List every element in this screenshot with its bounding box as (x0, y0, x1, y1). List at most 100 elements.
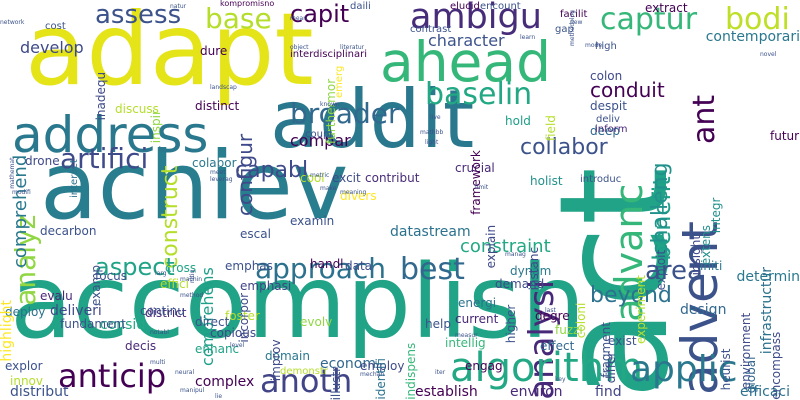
cloud-word: intellig (445, 336, 486, 350)
cloud-word: object (290, 44, 309, 51)
cloud-word: improv (269, 339, 283, 382)
cloud-word: limit (475, 184, 489, 191)
cloud-word: colabor (192, 156, 237, 170)
cloud-word: elucid (450, 1, 480, 12)
cloud-word: compar (290, 131, 351, 150)
cloud-word: holist (530, 174, 563, 188)
cloud-word: deploy (5, 305, 46, 319)
cloud-word: new (570, 19, 583, 26)
cloud-word: address (12, 106, 209, 164)
cloud-word: engag (465, 359, 503, 373)
cloud-word: lie (215, 393, 223, 400)
cloud-word: divers (340, 189, 377, 203)
cloud-word: broader (290, 97, 400, 130)
cloud-word: approach (255, 252, 387, 285)
cloud-word: demand (495, 277, 545, 291)
cloud-word: construct (158, 165, 183, 269)
cloud-word: identifi (374, 358, 388, 400)
cloud-word: method (180, 292, 204, 299)
cloud-word: differ (604, 351, 618, 384)
cloud-word: current (455, 312, 499, 326)
cloud-word: collabor (520, 135, 608, 160)
cloud-word: last (545, 307, 556, 314)
cloud-word: iter (435, 369, 446, 376)
cloud-word: methodolog (569, 10, 576, 46)
cloud-word: natur (170, 3, 187, 10)
cloud-word: known (320, 101, 340, 108)
cloud-word: discuss (115, 102, 159, 116)
cloud-word: evalu (40, 289, 73, 303)
cloud-word: illustr (329, 366, 343, 400)
cloud-word: foster (225, 309, 260, 323)
cloud-word: colon (590, 69, 623, 83)
cloud-word: applic (630, 349, 738, 390)
cloud-word: handl (310, 257, 344, 271)
cloud-word: coloni (574, 302, 588, 339)
cloud-word: capit (290, 0, 350, 28)
cloud-word: inadequ (94, 71, 108, 121)
cloud-word: complex (195, 374, 255, 390)
cloud-word: demonstr (280, 366, 328, 377)
cloud-word: metric (310, 172, 330, 179)
cloud-word: find (595, 384, 622, 400)
cloud-word: dure (200, 44, 228, 58)
cloud-word: notabl (150, 329, 169, 336)
cloud-word: novel (760, 51, 777, 58)
cloud-word: heurist (719, 348, 733, 391)
cloud-word: multi (150, 359, 166, 366)
cloud-word: determin (736, 269, 800, 285)
cloud-word: daili (350, 1, 371, 12)
cloud-word: level (230, 342, 245, 349)
cloud-word: mechan (360, 371, 385, 378)
cloud-word: neural (175, 369, 195, 376)
cloud-word: area (645, 256, 703, 286)
cloud-word: interdisciplinari (290, 49, 367, 60)
cloud-word: manipul (180, 387, 205, 394)
cloud-word: meaning (340, 189, 367, 196)
cloud-word: initi (700, 259, 723, 273)
cloud-word: distribut (10, 384, 69, 400)
cloud-word: interact (69, 159, 80, 198)
cloud-word: indispens (404, 342, 418, 400)
cloud-word: introduc (580, 174, 622, 185)
cloud-word: mean (290, 15, 308, 22)
cloud-word: higher (504, 304, 518, 344)
cloud-word: modifi (12, 189, 31, 196)
cloud-word: anoth (260, 362, 353, 400)
cloud-word: design (680, 302, 727, 318)
cloud-word: framework (469, 150, 483, 215)
cloud-word: adapt (25, 0, 314, 108)
cloud-word: environ (510, 384, 563, 400)
cloud-word: mathemat (9, 157, 16, 189)
cloud-word: algorithm (450, 345, 644, 391)
cloud-word: coupl (305, 129, 333, 140)
cloud-word: ant (687, 94, 722, 144)
cloud-word: deliv (596, 114, 620, 125)
cloud-word: anticip (58, 357, 167, 395)
cloud-word: decis (125, 339, 157, 353)
cloud-word: field (544, 115, 558, 141)
cloud-word: inform (595, 124, 628, 135)
cloud-word: highlight (0, 300, 15, 362)
cloud-word: focus (95, 269, 128, 283)
cloud-word: district (145, 306, 187, 320)
cloud-word: light (425, 139, 439, 146)
cloud-word: deep (590, 124, 620, 138)
cloud-word: cool (300, 171, 325, 185)
cloud-word: constraint (460, 236, 551, 257)
cloud-word: contemporari (705, 29, 800, 45)
cloud-word: emphasi (240, 279, 292, 293)
cloud-word: decarbon (40, 224, 97, 238)
cloud-word: inspir (149, 110, 163, 144)
cloud-word: examp (89, 265, 103, 306)
cloud-word: despit (590, 99, 627, 113)
cloud-word: baselin (425, 77, 533, 112)
cloud-word: capabl (235, 158, 309, 183)
cloud-word: conduit (590, 78, 665, 102)
cloud-word: deliveri (50, 303, 102, 319)
cloud-word: excit (332, 171, 361, 185)
cloud-word: gap (555, 24, 574, 35)
cloud-word: live (430, 114, 441, 121)
cloud-word: direct (195, 315, 230, 329)
